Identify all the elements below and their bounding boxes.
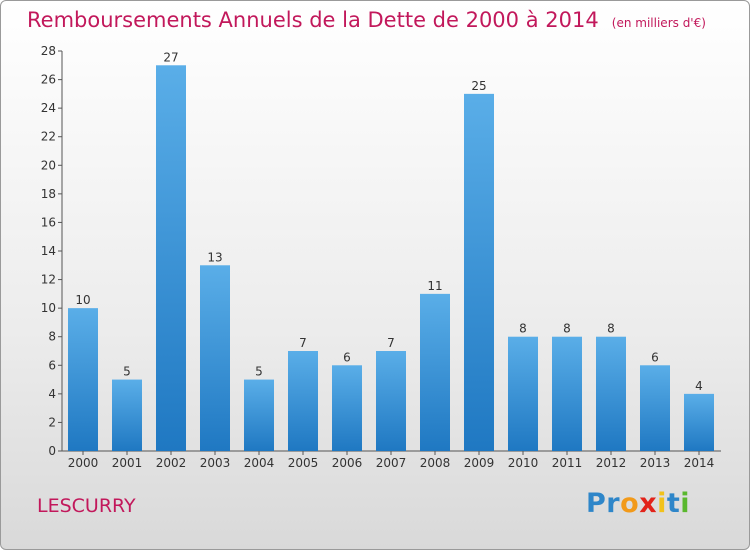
- y-tick-label: 24: [41, 101, 56, 115]
- chart-unit-text: (en milliers d'€): [611, 16, 706, 30]
- bar-value-label: 8: [519, 322, 527, 336]
- bar-value-label: 5: [255, 365, 263, 379]
- logo-letter: i: [680, 488, 691, 519]
- y-tick-label: 28: [41, 44, 56, 58]
- x-tick-label: 2010: [508, 456, 539, 470]
- bar: [112, 379, 142, 451]
- bar-value-label: 6: [343, 350, 351, 364]
- y-tick-label: 26: [41, 73, 56, 87]
- x-tick-label: 2013: [640, 456, 671, 470]
- bar: [464, 93, 494, 451]
- bar-value-label: 25: [471, 79, 486, 93]
- bars: [68, 65, 714, 452]
- logo-letter: P: [586, 488, 607, 519]
- bar-value-label: 6: [651, 350, 659, 364]
- bar: [552, 336, 582, 451]
- y-tick-label: 20: [41, 158, 56, 172]
- bar: [684, 393, 714, 451]
- x-tick-label: 2012: [596, 456, 627, 470]
- logo-letter: i: [657, 488, 667, 519]
- bar-value-label: 5: [123, 365, 131, 379]
- y-tick-label: 16: [41, 215, 56, 229]
- bar-value-label: 7: [299, 336, 307, 350]
- x-tick-label: 2002: [156, 456, 187, 470]
- bar-value-label: 27: [163, 50, 178, 64]
- x-tick-label: 2000: [68, 456, 99, 470]
- bar-value-label: 11: [427, 279, 442, 293]
- x-tick-label: 2004: [244, 456, 275, 470]
- y-tick-label: 22: [41, 130, 56, 144]
- bar: [508, 336, 538, 451]
- logo-letter: t: [666, 488, 681, 519]
- logo-letter: r: [606, 488, 621, 519]
- x-tick-label: 2005: [288, 456, 319, 470]
- x-tick-label: 2008: [420, 456, 451, 470]
- x-tick-label: 2001: [112, 456, 143, 470]
- bar: [288, 351, 318, 451]
- bar: [596, 336, 626, 451]
- bar: [640, 365, 670, 451]
- chart-title: Remboursements Annuels de la Dette de 20…: [27, 8, 706, 32]
- place-name: LESCURRY: [37, 495, 136, 517]
- chart-title-text: Remboursements Annuels de la Dette de 20…: [27, 8, 599, 32]
- logo-letter: o: [620, 488, 640, 519]
- bar: [420, 293, 450, 451]
- x-tick-label: 2011: [552, 456, 583, 470]
- data-labels: 10 5 27 13 5 7 6 7 11 25 8 8 8 6 4: [75, 50, 702, 393]
- bar: [244, 379, 274, 451]
- logo-letter: x: [639, 488, 658, 519]
- y-tick-label: 0: [48, 444, 56, 458]
- y-tick-label: 12: [41, 273, 56, 287]
- bar: [156, 65, 186, 452]
- y-tick-label: 8: [48, 330, 56, 344]
- proxiti-logo: Proxiti: [586, 488, 690, 519]
- y-tick-label: 18: [41, 187, 56, 201]
- x-tick-label: 2009: [464, 456, 495, 470]
- bar-value-label: 8: [563, 322, 571, 336]
- bar: [200, 265, 230, 451]
- y-tick-label: 10: [41, 301, 56, 315]
- y-tick-label: 2: [48, 415, 56, 429]
- bar-value-label: 7: [387, 336, 395, 350]
- bar: [332, 365, 362, 451]
- x-tick-label: 2014: [684, 456, 715, 470]
- bar-value-label: 10: [75, 293, 90, 307]
- bar-value-label: 13: [207, 250, 222, 264]
- bar: [376, 351, 406, 451]
- x-tick-label: 2007: [376, 456, 407, 470]
- x-tick-label: 2003: [200, 456, 231, 470]
- y-tick-label: 6: [48, 358, 56, 372]
- bar-value-label: 4: [695, 379, 703, 393]
- y-tick-label: 14: [41, 244, 56, 258]
- y-tick-label: 4: [48, 387, 56, 401]
- bar: [68, 308, 98, 451]
- bar-value-label: 8: [607, 322, 615, 336]
- x-tick-label: 2006: [332, 456, 363, 470]
